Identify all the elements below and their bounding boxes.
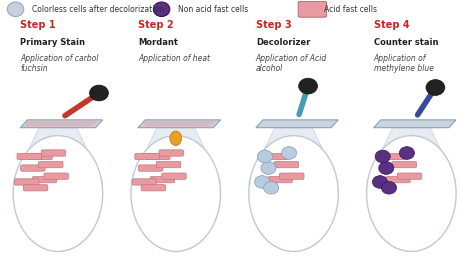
Ellipse shape — [375, 150, 390, 163]
FancyBboxPatch shape — [381, 153, 406, 160]
FancyBboxPatch shape — [44, 173, 68, 179]
Ellipse shape — [264, 181, 279, 194]
Ellipse shape — [90, 85, 109, 101]
FancyBboxPatch shape — [14, 179, 39, 185]
Polygon shape — [25, 121, 98, 126]
FancyBboxPatch shape — [135, 153, 159, 160]
Text: Decolorizer: Decolorizer — [256, 38, 310, 47]
Ellipse shape — [154, 2, 170, 16]
Ellipse shape — [170, 131, 182, 146]
Polygon shape — [13, 128, 103, 182]
Ellipse shape — [282, 147, 297, 159]
Ellipse shape — [299, 78, 318, 94]
Ellipse shape — [255, 176, 270, 188]
FancyBboxPatch shape — [264, 153, 288, 160]
Text: Application of carbol
fuchsin: Application of carbol fuchsin — [20, 54, 99, 73]
FancyBboxPatch shape — [280, 173, 304, 179]
Text: Primary Stain: Primary Stain — [20, 38, 85, 47]
Ellipse shape — [249, 136, 338, 251]
FancyBboxPatch shape — [150, 176, 174, 183]
Text: Step 2: Step 2 — [138, 20, 173, 30]
FancyBboxPatch shape — [32, 176, 57, 183]
FancyBboxPatch shape — [28, 153, 52, 160]
Polygon shape — [143, 121, 216, 126]
Polygon shape — [20, 120, 103, 128]
FancyBboxPatch shape — [268, 176, 292, 183]
Text: Application of
methylene blue: Application of methylene blue — [374, 54, 434, 73]
FancyBboxPatch shape — [156, 161, 181, 168]
FancyBboxPatch shape — [397, 173, 422, 179]
Ellipse shape — [373, 176, 388, 188]
FancyBboxPatch shape — [274, 161, 299, 168]
Text: Non acid fast cells: Non acid fast cells — [178, 5, 248, 14]
FancyBboxPatch shape — [138, 165, 163, 171]
Text: Acid fast cells: Acid fast cells — [324, 5, 377, 14]
Text: Colorless cells after decolorization: Colorless cells after decolorization — [32, 5, 164, 14]
Text: Application of Acid
alcohol: Application of Acid alcohol — [256, 54, 327, 73]
Ellipse shape — [366, 136, 456, 251]
Ellipse shape — [261, 162, 276, 174]
Text: Step 4: Step 4 — [374, 20, 409, 30]
FancyBboxPatch shape — [159, 150, 183, 156]
Polygon shape — [366, 128, 456, 182]
Ellipse shape — [399, 147, 414, 159]
FancyBboxPatch shape — [146, 153, 170, 160]
FancyBboxPatch shape — [386, 176, 410, 183]
FancyBboxPatch shape — [17, 153, 42, 160]
Ellipse shape — [257, 150, 273, 163]
FancyBboxPatch shape — [41, 150, 66, 156]
Polygon shape — [131, 128, 220, 182]
Ellipse shape — [379, 162, 394, 174]
FancyBboxPatch shape — [23, 185, 48, 191]
FancyBboxPatch shape — [298, 1, 327, 17]
FancyBboxPatch shape — [20, 165, 45, 171]
Ellipse shape — [426, 80, 445, 95]
FancyBboxPatch shape — [38, 161, 63, 168]
FancyBboxPatch shape — [162, 173, 186, 179]
Polygon shape — [249, 128, 338, 182]
Ellipse shape — [7, 2, 24, 16]
Polygon shape — [256, 120, 338, 128]
Polygon shape — [261, 121, 334, 126]
Text: Counter stain: Counter stain — [374, 38, 438, 47]
Ellipse shape — [13, 136, 103, 251]
FancyBboxPatch shape — [132, 179, 156, 185]
FancyBboxPatch shape — [141, 185, 165, 191]
Text: Step 3: Step 3 — [256, 20, 292, 30]
Polygon shape — [374, 120, 456, 128]
Ellipse shape — [382, 181, 397, 194]
Polygon shape — [378, 121, 451, 126]
Text: Step 1: Step 1 — [20, 20, 56, 30]
FancyBboxPatch shape — [392, 161, 417, 168]
Text: Application of heat: Application of heat — [138, 54, 210, 63]
Polygon shape — [138, 120, 220, 128]
Ellipse shape — [131, 136, 220, 251]
Text: Mordant: Mordant — [138, 38, 178, 47]
